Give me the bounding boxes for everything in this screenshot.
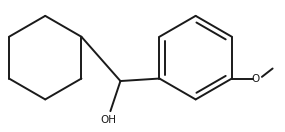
Text: OH: OH (101, 115, 117, 125)
Text: O: O (252, 74, 260, 84)
